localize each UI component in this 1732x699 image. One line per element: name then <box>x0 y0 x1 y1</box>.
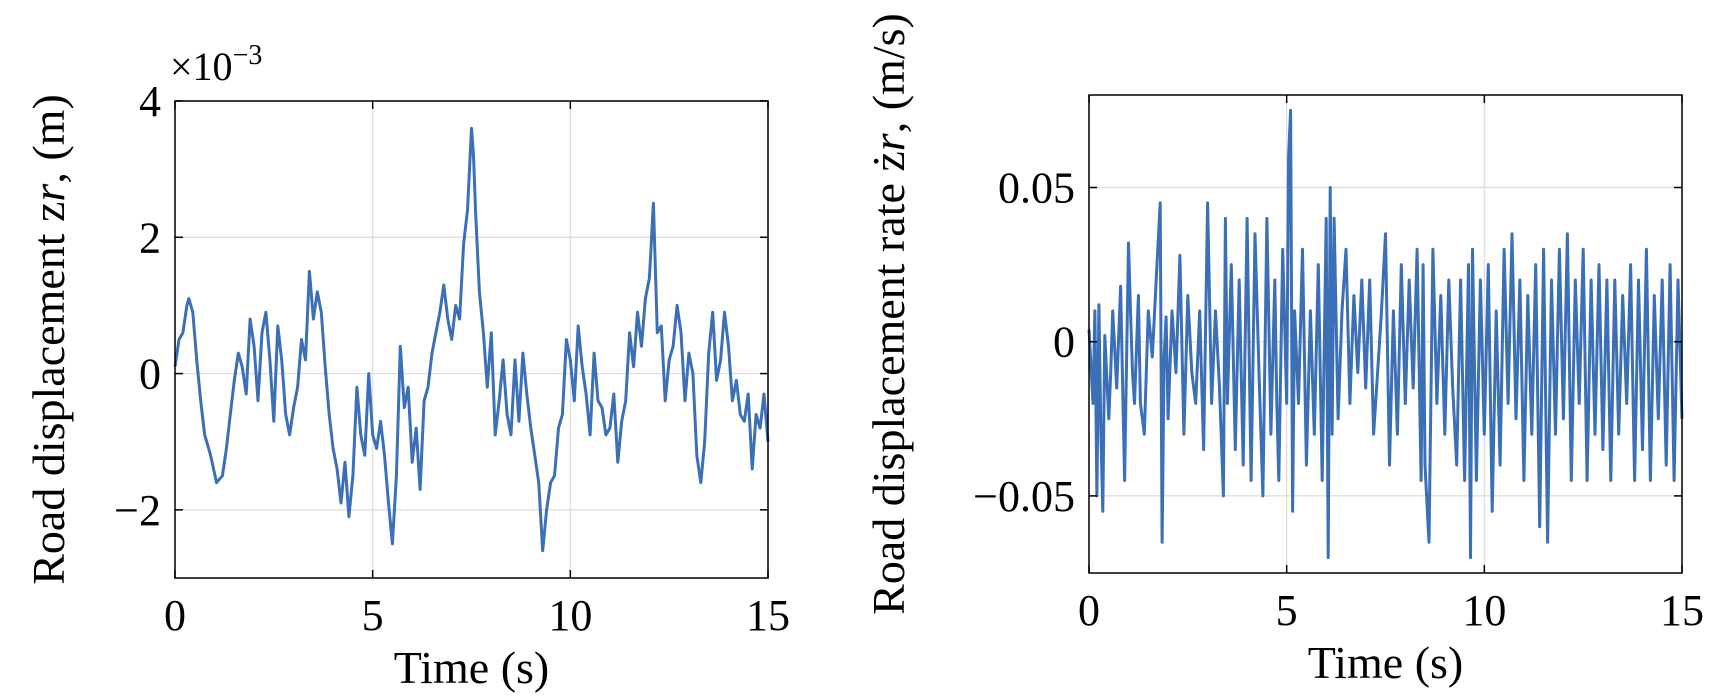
right-x-tick-label: 10 <box>1462 586 1506 635</box>
left-x-tick-label: 10 <box>548 591 592 640</box>
left-y-axis-label-unit: , (m) <box>23 94 74 183</box>
left-y-tick-label: 2 <box>139 213 161 262</box>
left-y-tick-label: −2 <box>114 486 161 535</box>
left-x-tick-label: 15 <box>746 591 790 640</box>
right-y-axis-label-text: Road displacement rate ż <box>863 151 914 615</box>
left-exponent-prefix: ×10 <box>170 44 233 89</box>
left-chart: 0 5 10 15 −2 0 2 4 ×10−3 Time (s) Road displac… <box>23 40 790 693</box>
right-y-axis-label-sub: r <box>863 132 914 151</box>
left-x-tick-labels: 0 5 10 15 <box>164 591 790 640</box>
right-x-tick-label: 0 <box>1078 586 1100 635</box>
right-y-tick-label: 0 <box>1053 318 1075 367</box>
left-y-tick-label: 4 <box>139 77 161 126</box>
left-exponent-label: ×10−3 <box>170 40 262 89</box>
left-y-tick-label: 0 <box>139 350 161 399</box>
left-exponent-power: −3 <box>233 40 263 71</box>
right-chart: 0 5 10 15 −0.05 0 0.05 Time (s) Road displace… <box>863 13 1704 688</box>
right-x-tick-label: 15 <box>1660 586 1704 635</box>
right-y-tick-label: 0.05 <box>998 164 1075 213</box>
left-x-tick-label: 0 <box>164 591 186 640</box>
right-y-axis-label: Road displacement rate żr, (m/s) <box>863 13 914 615</box>
left-y-axis-label-text: Road displacement z <box>23 202 74 585</box>
right-y-tick-label: −0.05 <box>973 472 1075 521</box>
left-plot-frame <box>174 100 769 579</box>
left-gridlines <box>174 100 769 578</box>
right-x-tick-labels: 0 5 10 15 <box>1078 586 1704 635</box>
right-y-axis-label-unit: , (m/s) <box>863 13 914 133</box>
left-x-tick-label: 5 <box>362 591 384 640</box>
left-tick-marks <box>174 100 769 578</box>
right-tick-marks <box>1088 95 1683 573</box>
right-plot-frame <box>1088 94 1683 574</box>
left-y-axis-label: Road displacement zr, (m) <box>23 94 74 585</box>
left-y-axis-label-sub: r <box>23 183 74 202</box>
right-series-line <box>1087 108 1684 560</box>
right-x-axis-label: Time (s) <box>1308 637 1464 688</box>
left-y-tick-labels: −2 0 2 4 <box>114 77 161 535</box>
right-y-tick-labels: −0.05 0 0.05 <box>973 164 1075 521</box>
right-x-tick-label: 5 <box>1276 586 1298 635</box>
left-series-line <box>173 126 770 553</box>
left-x-axis-label: Time (s) <box>394 642 550 693</box>
